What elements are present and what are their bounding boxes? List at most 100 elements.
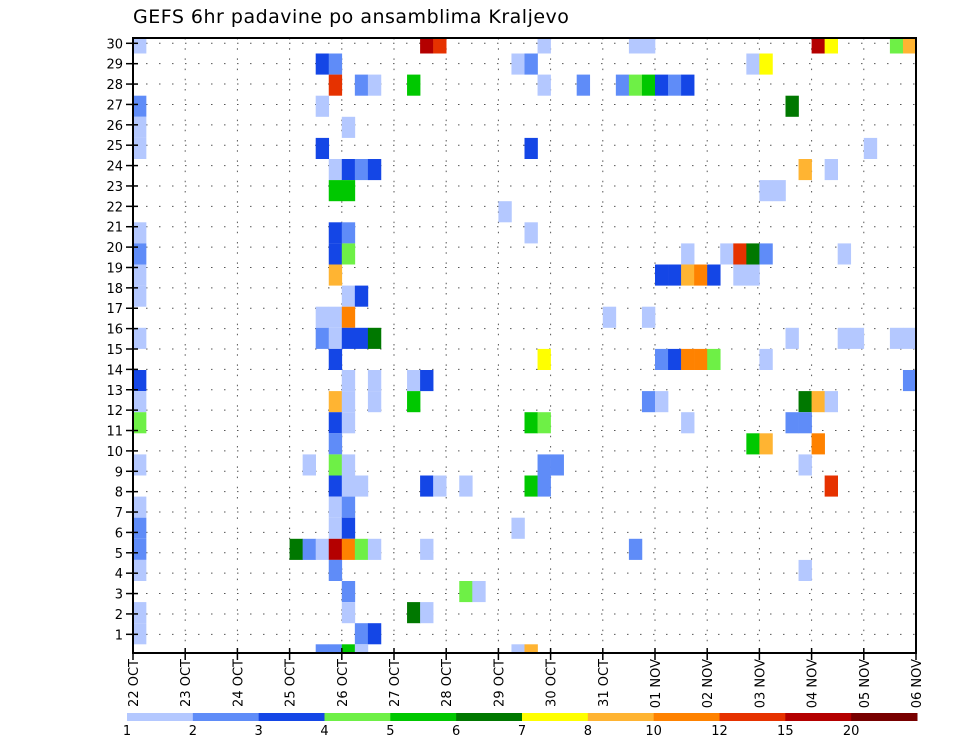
heatmap-cell <box>798 391 812 413</box>
heatmap-cell <box>433 38 447 54</box>
heatmap-cell <box>133 391 147 413</box>
heatmap-cell <box>511 517 525 539</box>
colorbar-segment <box>456 713 523 721</box>
heatmap-cell <box>133 222 147 244</box>
heatmap-cell <box>850 327 865 349</box>
heatmap-cell <box>668 264 682 286</box>
heatmap-cell <box>407 391 421 413</box>
heatmap-cell <box>367 370 382 392</box>
heatmap-cell <box>420 602 434 624</box>
colorbar-label: 20 <box>843 724 860 739</box>
x-tick-label: 24 OCT <box>231 659 246 707</box>
heatmap-cell <box>798 454 812 476</box>
heatmap-cell <box>328 53 343 75</box>
y-tick-label: 13 <box>106 384 123 399</box>
heatmap-cell <box>655 264 669 286</box>
heatmap-cell <box>824 159 838 181</box>
y-tick-label: 24 <box>106 160 123 175</box>
x-tick-label: 06 NOV <box>910 659 925 708</box>
y-tick-label: 10 <box>106 445 123 460</box>
heatmap-cell <box>341 222 356 244</box>
heatmap-cell <box>133 285 147 307</box>
heatmap-cell <box>707 264 721 286</box>
heatmap-cell <box>655 348 669 370</box>
heatmap-cell <box>681 264 695 286</box>
heatmap-cell <box>746 264 760 286</box>
heatmap-cell <box>328 517 343 539</box>
heatmap-cell <box>668 74 682 96</box>
heatmap-cell <box>133 95 147 117</box>
heatmap-cell <box>420 370 434 392</box>
heatmap-cell <box>328 433 343 455</box>
heatmap-cell <box>459 475 473 497</box>
heatmap-cell <box>498 201 512 223</box>
heatmap-cell <box>341 496 356 518</box>
heatmap-cell <box>328 559 343 581</box>
y-axis: 1234567891011121314151617181920212223242… <box>106 37 138 643</box>
y-tick-label: 15 <box>106 343 123 358</box>
heatmap-cell <box>524 53 538 75</box>
colorbar-segment <box>324 713 391 721</box>
heatmap-cell <box>341 644 356 653</box>
heatmap-cell <box>628 38 643 54</box>
colorbar-label: 8 <box>584 724 592 739</box>
heatmap-cell <box>459 581 473 603</box>
heatmap-cell <box>133 264 147 286</box>
heatmap-cell <box>328 327 343 349</box>
x-tick-label: 25 OCT <box>284 659 299 707</box>
heatmap-cell <box>315 95 330 117</box>
heatmap-cell <box>889 38 904 54</box>
colorbar-label: 3 <box>255 724 263 739</box>
heatmap-cell <box>354 285 369 307</box>
heatmap-cell <box>889 327 904 349</box>
heatmap-cell <box>367 327 382 349</box>
colorbar-segment <box>258 713 325 721</box>
y-tick-label: 4 <box>115 567 123 582</box>
colorbar-label: 12 <box>711 724 728 739</box>
heatmap-cell <box>837 327 852 349</box>
heatmap-cell <box>328 348 343 370</box>
heatmap-cell <box>524 644 538 653</box>
colorbar-label: 15 <box>777 724 794 739</box>
heatmap-cell <box>341 391 356 413</box>
heatmap-cell <box>655 391 669 413</box>
plot-frame <box>132 37 917 654</box>
heatmap-cell <box>328 306 343 328</box>
heatmap-cell <box>328 454 343 476</box>
heatmap-cell <box>341 370 356 392</box>
y-tick-label: 11 <box>106 425 123 440</box>
heatmap-cell <box>341 306 356 328</box>
heatmap-cell <box>407 602 421 624</box>
heatmap-cell <box>524 222 538 244</box>
heatmap-cell <box>772 180 786 202</box>
heatmap-cell <box>759 433 773 455</box>
heatmap-cell <box>628 74 643 96</box>
y-tick-label: 14 <box>106 363 123 378</box>
colorbar-label: 10 <box>645 724 662 739</box>
heatmap-cell <box>837 243 852 265</box>
heatmap-cell <box>315 538 330 560</box>
heatmap-cell <box>133 559 147 581</box>
heatmap-cell <box>824 475 838 497</box>
heatmap-cell <box>341 412 356 434</box>
x-tick-label: 03 NOV <box>753 659 768 708</box>
x-tick-label: 05 NOV <box>858 659 873 708</box>
heatmap-cell <box>315 137 330 159</box>
heatmap-cell <box>354 623 369 645</box>
heatmap-cell <box>824 391 838 413</box>
x-tick-label: 04 NOV <box>806 659 821 708</box>
heatmap-cell <box>367 623 382 645</box>
heatmap-cell <box>824 38 838 54</box>
heatmap-cell <box>328 538 343 560</box>
heatmap-cell <box>707 348 721 370</box>
y-tick-label: 17 <box>106 302 123 317</box>
colorbar-segment <box>785 713 852 721</box>
heatmap-cell <box>354 538 369 560</box>
heatmap-cell <box>550 454 564 476</box>
heatmap-cell <box>328 475 343 497</box>
heatmap-cell <box>537 74 551 96</box>
heatmap-cell <box>759 243 773 265</box>
heatmap-cell <box>641 38 656 54</box>
heatmap-cell <box>420 538 434 560</box>
